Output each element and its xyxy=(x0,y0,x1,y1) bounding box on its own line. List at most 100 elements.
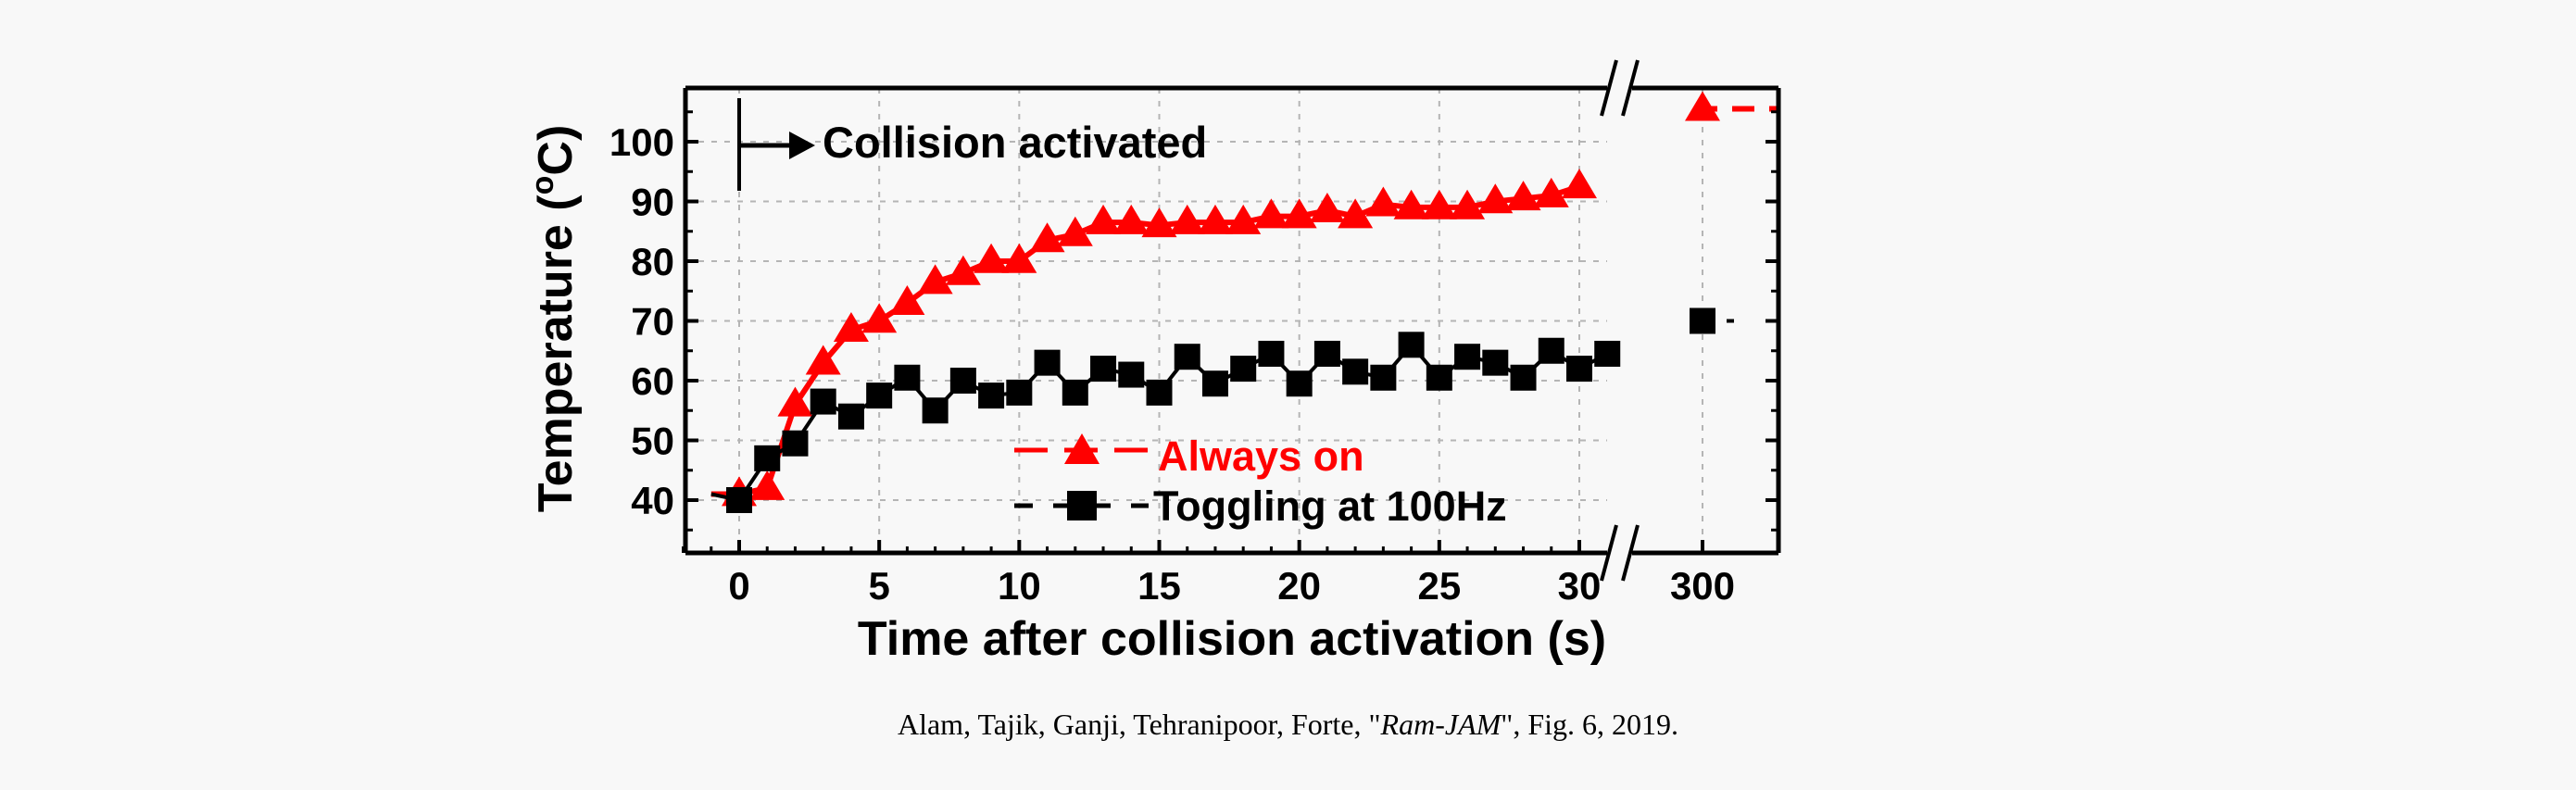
x-tick-label: 10 xyxy=(998,564,1041,608)
data-point-toggling xyxy=(949,368,976,394)
y-tick-label: 100 xyxy=(609,120,674,164)
y-tick-label: 40 xyxy=(631,479,674,522)
data-point-always-on xyxy=(1057,216,1093,246)
data-point-always-on xyxy=(889,284,925,315)
x-tick-label-300: 300 xyxy=(1670,564,1735,608)
figure-caption: Alam, Tajik, Ganji, Tehranipoor, Forte, … xyxy=(0,708,2576,742)
collision-arrow-head xyxy=(789,132,815,159)
data-point-toggling xyxy=(754,445,781,471)
axis-break-mark xyxy=(1600,59,1618,117)
caption-authors: Alam, Tajik, Ganji, Tehranipoor, Forte, … xyxy=(897,708,1381,741)
data-point-always-on xyxy=(805,345,841,375)
data-point-always-on xyxy=(1365,186,1401,217)
data-point-toggling xyxy=(1482,349,1509,376)
x-tick-label: 30 xyxy=(1558,564,1602,608)
data-point-always-on xyxy=(917,264,953,295)
legend: Always on Toggling at 100Hz xyxy=(1014,433,1507,530)
data-point-toggling xyxy=(1006,379,1033,406)
data-series xyxy=(710,91,1778,513)
data-point-always-on xyxy=(1141,207,1177,238)
data-point-toggling xyxy=(978,382,1005,409)
collision-annotation-label: Collision activated xyxy=(823,118,1207,167)
data-point-always-on xyxy=(1505,181,1541,211)
data-point-always-on xyxy=(1477,183,1514,214)
data-point-always-on xyxy=(1562,169,1597,199)
data-point-toggling xyxy=(894,364,921,391)
axis-ticks: 0 5 10 15 20 25 30 300 40 50 60 70 80 90 100 xyxy=(609,110,1778,608)
axis-break-mark xyxy=(1621,524,1640,582)
data-point-toggling xyxy=(1510,364,1537,391)
data-point-toggling xyxy=(1118,361,1145,388)
data-point-always-on xyxy=(1338,198,1374,229)
x-tick-label: 0 xyxy=(728,564,749,608)
data-point-toggling xyxy=(726,487,752,513)
data-point-toggling xyxy=(837,403,864,430)
axis-break-mark xyxy=(1621,59,1640,117)
data-point-toggling-300 xyxy=(1690,307,1715,334)
data-point-toggling xyxy=(1398,332,1425,358)
axis-break-mark xyxy=(1600,524,1618,582)
data-point-toggling xyxy=(1313,340,1340,367)
data-point-toggling xyxy=(1174,344,1200,370)
data-point-always-on xyxy=(833,311,869,342)
y-axis-label-main: Temperature ( xyxy=(529,194,583,513)
data-point-always-on xyxy=(974,243,1010,273)
data-point-always-on xyxy=(1001,243,1037,273)
y-tick-label: 80 xyxy=(631,240,674,283)
data-point-toggling xyxy=(1594,340,1621,367)
legend-label-always-on: Always on xyxy=(1158,433,1364,480)
data-point-toggling xyxy=(1454,344,1481,370)
data-point-toggling xyxy=(1538,337,1564,364)
data-point-always-on xyxy=(945,255,981,285)
data-point-always-on xyxy=(1450,189,1486,219)
data-point-always-on-300 xyxy=(1685,91,1720,121)
data-point-always-on xyxy=(1197,204,1233,234)
data-point-toggling xyxy=(1426,364,1452,391)
data-point-always-on xyxy=(1029,222,1065,253)
y-axis-label-degree: o xyxy=(525,176,560,195)
y-tick-label: 90 xyxy=(631,181,674,224)
legend-marker-always-on xyxy=(1064,433,1100,464)
x-tick-label: 20 xyxy=(1277,564,1321,608)
data-point-always-on xyxy=(1309,192,1345,222)
legend-label-toggling: Toggling at 100Hz xyxy=(1153,483,1507,530)
data-point-toggling xyxy=(810,388,836,415)
data-point-always-on xyxy=(861,303,898,333)
data-point-toggling xyxy=(1201,370,1228,397)
data-point-toggling xyxy=(1146,379,1173,406)
legend-item-always-on: Always on xyxy=(1014,433,1364,480)
data-point-always-on xyxy=(1225,204,1262,234)
data-point-always-on xyxy=(1533,177,1569,207)
data-point-toggling xyxy=(782,430,809,457)
data-point-toggling xyxy=(922,397,949,424)
y-axis-label: Temperature (oC) xyxy=(525,125,583,513)
y-tick-label: 70 xyxy=(631,300,674,344)
data-point-toggling xyxy=(1286,370,1313,397)
data-point-toggling xyxy=(1566,356,1592,382)
data-point-always-on xyxy=(749,470,785,500)
grid xyxy=(685,88,1703,553)
data-point-toggling xyxy=(1062,379,1088,406)
data-point-toggling xyxy=(1230,356,1257,382)
data-point-always-on xyxy=(777,386,813,417)
data-point-toggling xyxy=(1258,340,1285,367)
data-point-always-on xyxy=(1421,189,1457,219)
legend-item-toggling: Toggling at 100Hz xyxy=(1014,483,1507,530)
data-point-always-on xyxy=(1169,204,1205,234)
data-point-toggling xyxy=(1034,349,1061,376)
data-point-always-on xyxy=(1086,204,1122,234)
data-point-always-on xyxy=(1253,198,1289,229)
legend-marker-toggling xyxy=(1067,491,1097,520)
y-tick-label: 60 xyxy=(631,359,674,403)
collision-annotation: Collision activated xyxy=(737,98,1207,191)
x-tick-label: 15 xyxy=(1137,564,1181,608)
data-point-toggling xyxy=(1370,364,1397,391)
caption-source: ", Fig. 6, 2019. xyxy=(1501,708,1679,741)
x-axis-label: Time after collision activation (s) xyxy=(858,612,1606,666)
data-point-toggling xyxy=(1090,356,1117,382)
data-point-toggling xyxy=(866,382,893,409)
x-tick-label: 5 xyxy=(868,564,889,608)
y-tick-label: 50 xyxy=(631,420,674,463)
data-point-always-on xyxy=(1281,198,1317,229)
